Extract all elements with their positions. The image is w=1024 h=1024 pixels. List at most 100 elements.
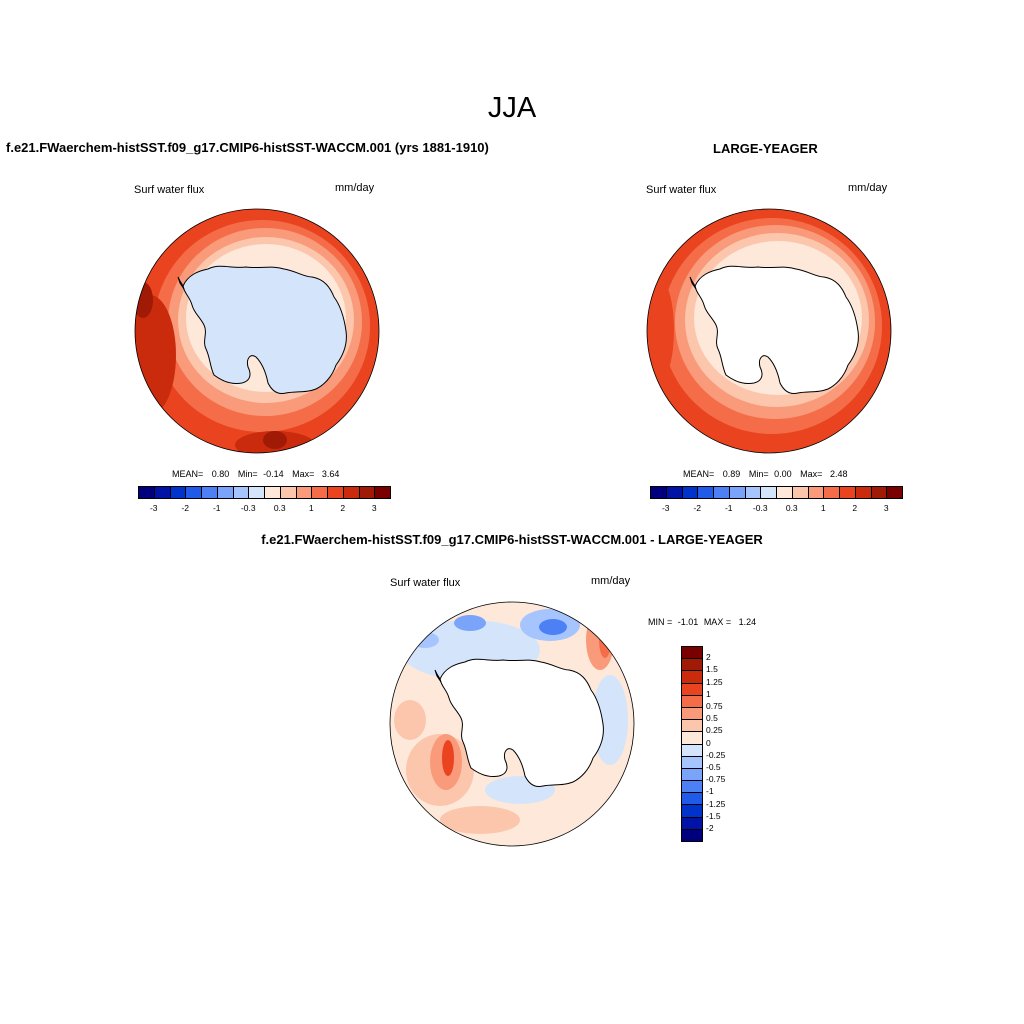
colorbar-swatch [682, 682, 702, 695]
colorbar-swatch [886, 487, 902, 498]
colorbar-tick-label: 3 [371, 503, 377, 513]
panel2-map-border [646, 208, 892, 454]
panel2-max-label: Max= [800, 469, 823, 479]
colorbar-swatch [153, 487, 170, 498]
panel2-min-label: Min= [748, 469, 769, 479]
colorbar-swatch [854, 487, 871, 498]
colorbar-tick-label: 0.5 [706, 713, 718, 724]
colorbar-tick-label: 0.75 [706, 701, 723, 711]
colorbar-tick-label: 0.3 [273, 503, 286, 513]
colorbar-swatch [682, 694, 702, 707]
colorbar-tick-label: 0 [706, 737, 711, 748]
colorbar-tick-label: -1.25 [706, 798, 726, 809]
colorbar-swatch [682, 706, 702, 720]
colorbar-swatch [374, 487, 390, 498]
colorbar-swatch [216, 487, 233, 498]
panel1-min-label: Min= [237, 469, 258, 479]
colorbar-swatch [682, 816, 702, 829]
panel3-map [389, 601, 635, 847]
colorbar-swatch [232, 487, 249, 498]
panel3-north-neg-3 [454, 615, 486, 631]
colorbar-tick-label: 3 [883, 503, 889, 513]
colorbar-swatch [776, 487, 792, 498]
colorbar-tick-label: 1.5 [706, 664, 718, 675]
panel1-max-label: Max= [292, 469, 315, 479]
panel3-units-label: mm/day [591, 575, 631, 587]
panel1-max-value: 3.64 [321, 469, 340, 479]
colorbar-swatch [870, 487, 887, 498]
colorbar-tick-label: -1 [706, 786, 714, 797]
panel3-west-pos-3 [394, 700, 426, 740]
colorbar-swatch [697, 487, 713, 498]
colorbar-swatch [682, 755, 702, 768]
panel3-west-pos-core [442, 740, 454, 776]
panel2-west-max [647, 280, 674, 380]
panel2-mean-value: 0.89 [722, 469, 741, 479]
panel3-minmax: MIN = -1.01 MAX = 1.24 [648, 617, 756, 627]
colorbar-tick-label: -0.3 [752, 503, 768, 513]
colorbar-tick-label: -0.25 [706, 749, 726, 760]
panel2-stats: MEAN= 0.89 Min= 0.00 Max= 2.48 [683, 469, 847, 479]
panel2-variable-label: Surf water flux [646, 184, 717, 196]
colorbar-swatch [728, 487, 745, 498]
colorbar-tick-label: -1 [212, 503, 221, 513]
colorbar-swatch [264, 487, 280, 498]
colorbar-tick-label: -0.75 [706, 774, 726, 785]
panel3-northwest-neg [411, 632, 439, 648]
colorbar-swatch [760, 487, 776, 498]
panel3-south-pos [440, 806, 520, 834]
colorbar-swatch [682, 658, 702, 671]
colorbar-tick-label: 2 [852, 503, 858, 513]
colorbar-swatch [358, 487, 375, 498]
colorbar-swatch [682, 731, 702, 744]
colorbar-swatch [169, 487, 186, 498]
colorbar-tick-label: -3 [149, 503, 158, 513]
colorbar-swatch [682, 719, 702, 732]
colorbar-swatch [681, 487, 698, 498]
panel2-min-value: 0.00 [774, 469, 792, 479]
panel3-min-value: -1.01 [677, 617, 699, 627]
colorbar-swatch [327, 487, 343, 498]
colorbar-tick-label: 2 [340, 503, 346, 513]
colorbar-strip [138, 486, 391, 499]
colorbar-swatch [682, 828, 702, 841]
panel1-units-label: mm/day [335, 182, 375, 194]
colorbar-tick-label: -1.5 [706, 810, 721, 821]
colorbar-swatch [279, 487, 296, 498]
panel3-variable-label: Surf water flux [390, 577, 461, 589]
panel1-variable-label: Surf water flux [134, 184, 205, 196]
colorbar-tick-label: 0.3 [785, 503, 798, 513]
colorbar-tick-label: 2 [706, 652, 711, 663]
panel3-map-border [389, 601, 635, 847]
panel1-map [134, 208, 380, 454]
panel1-stats: MEAN= 0.80 Min= -0.14 Max= 3.64 [172, 469, 339, 479]
colorbar-swatch [682, 792, 702, 805]
panel2-max-value: 2.48 [829, 469, 848, 479]
panel2-units-label: mm/day [848, 182, 888, 194]
colorbar-tick-label: -3 [661, 503, 670, 513]
panel1-title: f.e21.FWaerchem-histSST.f09_g17.CMIP6-hi… [6, 140, 489, 155]
colorbar-strip [650, 486, 903, 499]
panel3-north-neg-core [539, 619, 567, 635]
panel3-max-value: 1.24 [738, 617, 757, 627]
colorbar-swatch [744, 487, 761, 498]
colorbar-tick-label: 1 [706, 688, 711, 699]
colorbar-swatch [311, 487, 327, 498]
panel1-map-border [134, 208, 380, 454]
colorbar-swatch [839, 487, 855, 498]
colorbar-swatch [682, 780, 702, 793]
colorbar-tick-label: 1.25 [706, 676, 723, 687]
colorbar-swatch [201, 487, 217, 498]
colorbar-swatch [248, 487, 264, 498]
panel2-mean-label: MEAN= [683, 469, 715, 479]
colorbar-tick-label: -0.3 [240, 503, 256, 513]
panel1-mean-label: MEAN= [172, 469, 204, 479]
colorbar-swatch [682, 804, 702, 817]
colorbar-tick-label: -2 [693, 503, 702, 513]
colorbar-swatch [342, 487, 359, 498]
colorbar-swatch [682, 743, 702, 756]
colorbar-swatch [791, 487, 808, 498]
colorbar-swatch [807, 487, 824, 498]
colorbar-swatch [185, 487, 201, 498]
